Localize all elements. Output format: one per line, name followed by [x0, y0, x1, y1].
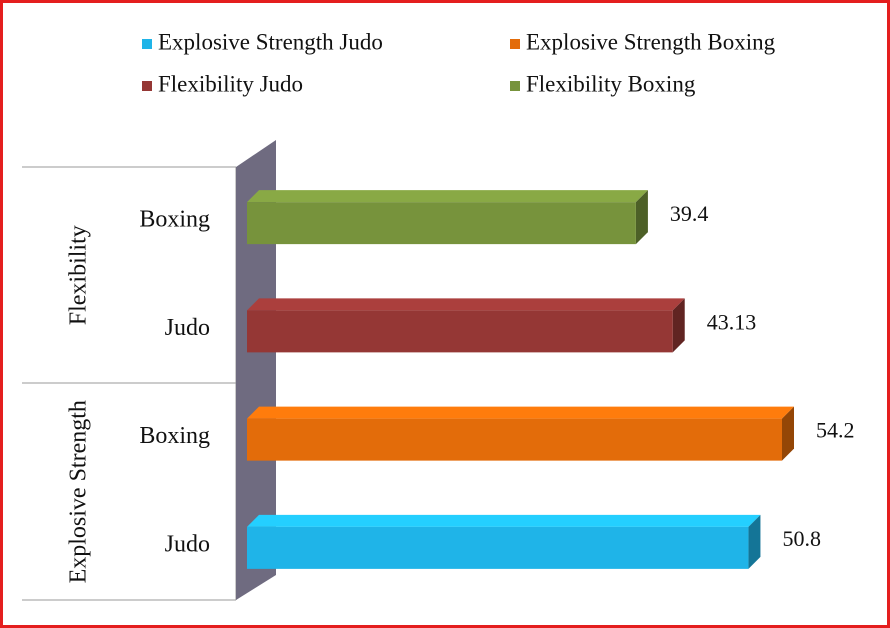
bar-side	[672, 298, 685, 353]
value-label: 50.8	[782, 526, 821, 551]
value-label: 39.4	[670, 201, 709, 226]
bar-top	[247, 190, 648, 203]
bar-top	[247, 406, 794, 419]
legend-swatch	[142, 81, 152, 91]
bar	[247, 310, 673, 353]
category-label: Judo	[165, 531, 210, 557]
category-label: Boxing	[139, 207, 210, 233]
bar-side	[635, 190, 648, 245]
value-label: 43.13	[707, 309, 757, 334]
legend-label: Flexibility Judo	[158, 71, 303, 96]
value-label: 54.2	[816, 418, 855, 443]
bar-top	[247, 298, 685, 311]
bar-side	[782, 406, 794, 461]
category-label: Judo	[165, 315, 210, 341]
legend-swatch	[510, 39, 520, 49]
legend-label: Flexibility Boxing	[526, 71, 696, 96]
bar	[247, 418, 782, 461]
bar-top	[247, 514, 761, 527]
bar	[247, 202, 636, 245]
category-label: Boxing	[139, 423, 210, 449]
bar	[247, 526, 749, 569]
legend-label: Explosive Strength Judo	[158, 29, 383, 54]
bar-side	[748, 514, 761, 569]
legend-swatch	[510, 81, 520, 91]
legend-label: Explosive Strength Boxing	[526, 29, 776, 54]
legend-swatch	[142, 39, 152, 49]
group-label: Explosive Strength	[66, 400, 92, 583]
group-label: Flexibility	[66, 225, 92, 325]
axis-wall	[236, 140, 276, 600]
